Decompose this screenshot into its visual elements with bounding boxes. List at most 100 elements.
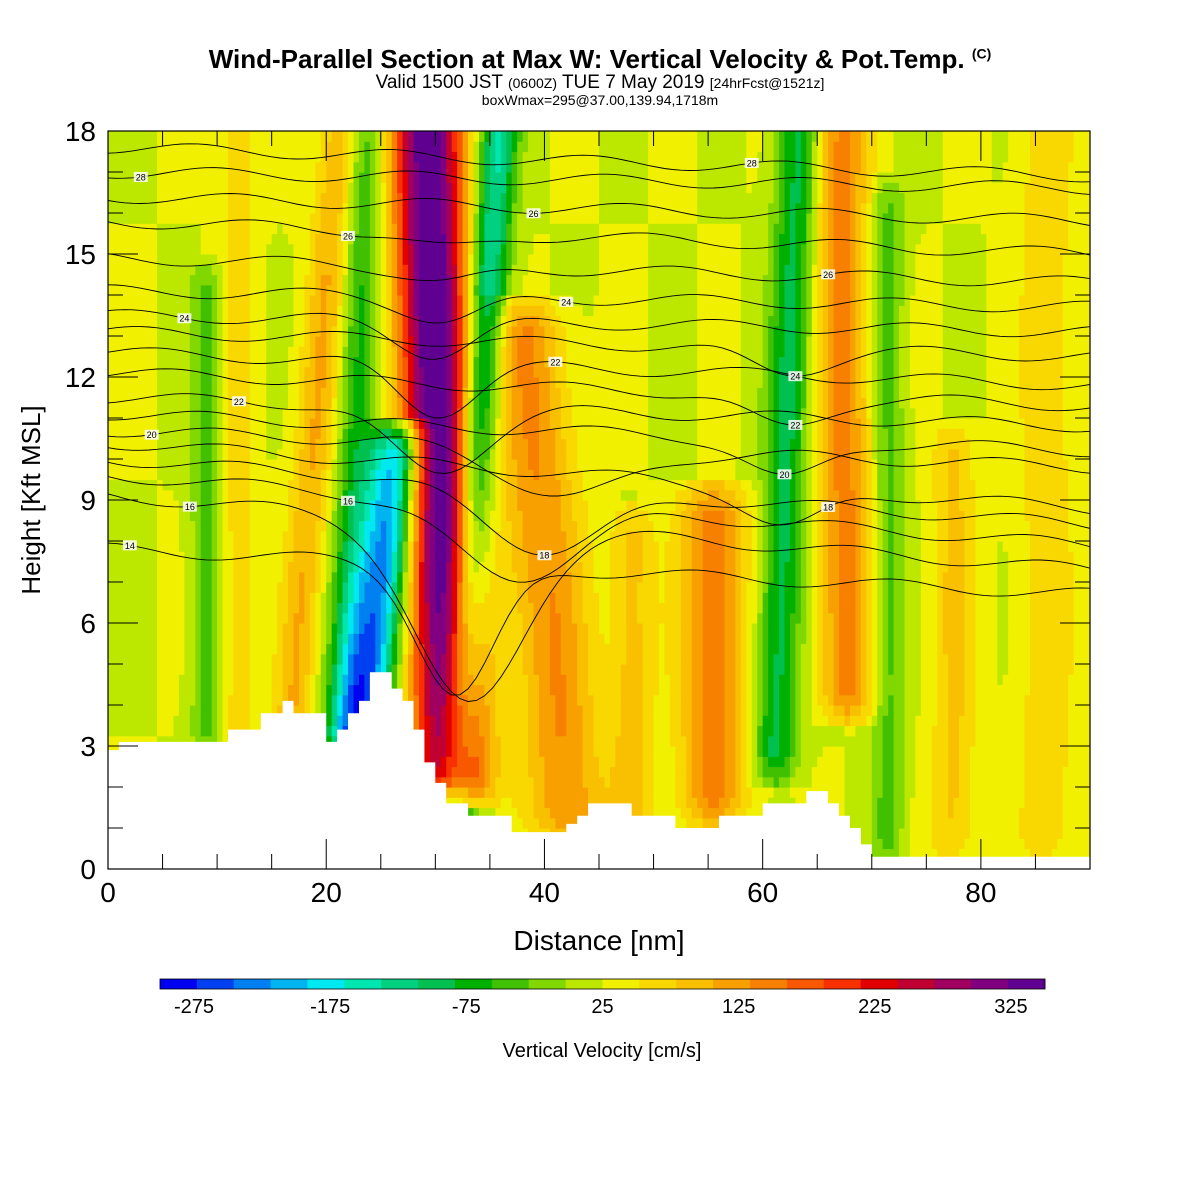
velocity-cell xyxy=(462,561,469,573)
velocity-cell xyxy=(135,397,142,409)
velocity-cell xyxy=(375,182,382,194)
velocity-cell xyxy=(457,366,464,378)
velocity-cell xyxy=(342,520,349,532)
velocity-cell xyxy=(462,459,469,470)
velocity-cell xyxy=(391,254,398,265)
velocity-cell xyxy=(380,377,387,388)
velocity-cell xyxy=(315,233,322,245)
velocity-cell xyxy=(195,151,202,163)
velocity-cell xyxy=(413,213,420,224)
velocity-cell xyxy=(189,612,196,624)
velocity-cell xyxy=(162,469,169,481)
velocity-cell xyxy=(408,213,415,224)
velocity-cell xyxy=(168,674,175,686)
velocity-cell xyxy=(429,397,436,409)
velocity-cell xyxy=(200,694,207,706)
velocity-cell xyxy=(118,551,125,563)
velocity-cell xyxy=(342,684,349,696)
velocity-cell xyxy=(391,459,398,470)
velocity-cell xyxy=(146,356,153,368)
velocity-cell xyxy=(446,541,453,552)
velocity-cell xyxy=(402,407,409,419)
velocity-cell xyxy=(140,510,147,522)
velocity-cell xyxy=(408,346,415,358)
velocity-cell xyxy=(238,377,245,388)
velocity-cell xyxy=(228,366,235,378)
velocity-cell xyxy=(462,684,469,696)
velocity-cell xyxy=(375,254,382,265)
velocity-cell xyxy=(157,264,164,276)
velocity-cell xyxy=(168,141,175,153)
velocity-cell xyxy=(298,500,305,511)
velocity-cell xyxy=(233,172,240,183)
velocity-cell xyxy=(157,510,164,522)
velocity-cell xyxy=(473,438,480,450)
velocity-cell xyxy=(408,366,415,378)
velocity-cell xyxy=(168,612,175,624)
velocity-cell xyxy=(413,161,420,173)
velocity-cell xyxy=(249,489,256,501)
velocity-cell xyxy=(118,418,125,429)
velocity-cell xyxy=(358,653,366,665)
velocity-cell xyxy=(238,715,245,727)
velocity-cell xyxy=(320,141,327,153)
velocity-cell xyxy=(337,284,344,296)
velocity-cell xyxy=(211,448,218,460)
velocity-cell xyxy=(348,223,355,235)
velocity-cell xyxy=(238,684,245,696)
velocity-cell xyxy=(348,213,355,224)
velocity-cell xyxy=(451,366,458,378)
velocity-cell xyxy=(315,428,322,440)
velocity-cell xyxy=(424,274,431,286)
velocity-cell xyxy=(206,459,213,470)
velocity-cell xyxy=(217,418,224,429)
velocity-cell xyxy=(451,315,458,327)
velocity-cell xyxy=(451,172,458,183)
velocity-cell xyxy=(222,510,229,522)
velocity-cell xyxy=(429,735,436,747)
velocity-cell xyxy=(211,612,218,624)
velocity-cell xyxy=(457,489,464,501)
velocity-cell xyxy=(440,715,447,727)
velocity-cell xyxy=(222,356,229,368)
velocity-cell xyxy=(293,131,300,142)
velocity-cell xyxy=(233,233,240,245)
velocity-cell xyxy=(457,551,464,563)
velocity-cell xyxy=(380,213,387,224)
velocity-cell xyxy=(173,520,180,532)
velocity-cell xyxy=(288,284,295,296)
velocity-cell xyxy=(140,448,147,460)
velocity-cell xyxy=(342,653,349,665)
velocity-cell xyxy=(326,213,333,224)
velocity-cell xyxy=(331,407,338,419)
velocity-cell xyxy=(238,571,245,583)
velocity-cell xyxy=(304,602,311,614)
velocity-cell xyxy=(364,264,371,276)
velocity-cell xyxy=(342,223,349,235)
velocity-cell xyxy=(380,459,387,470)
velocity-cell xyxy=(424,571,431,583)
velocity-cell xyxy=(173,715,180,727)
velocity-cell xyxy=(195,489,202,501)
velocity-cell xyxy=(195,141,202,153)
velocity-cell xyxy=(157,561,164,573)
velocity-cell xyxy=(118,530,125,542)
velocity-cell xyxy=(358,582,366,593)
velocity-cell xyxy=(440,305,447,317)
velocity-cell xyxy=(184,653,191,665)
velocity-cell xyxy=(129,735,136,747)
velocity-cell xyxy=(184,274,191,286)
velocity-cell xyxy=(451,582,458,593)
velocity-cell xyxy=(151,674,158,686)
velocity-cell xyxy=(157,325,164,337)
velocity-cell xyxy=(266,161,273,173)
velocity-cell xyxy=(217,725,224,737)
velocity-cell xyxy=(478,233,486,245)
velocity-cell xyxy=(108,612,115,624)
velocity-cell xyxy=(189,684,196,696)
velocity-cell xyxy=(424,694,431,706)
velocity-cell xyxy=(238,366,245,378)
velocity-cell xyxy=(478,705,486,716)
velocity-cell xyxy=(217,674,224,686)
velocity-cell xyxy=(108,366,115,378)
